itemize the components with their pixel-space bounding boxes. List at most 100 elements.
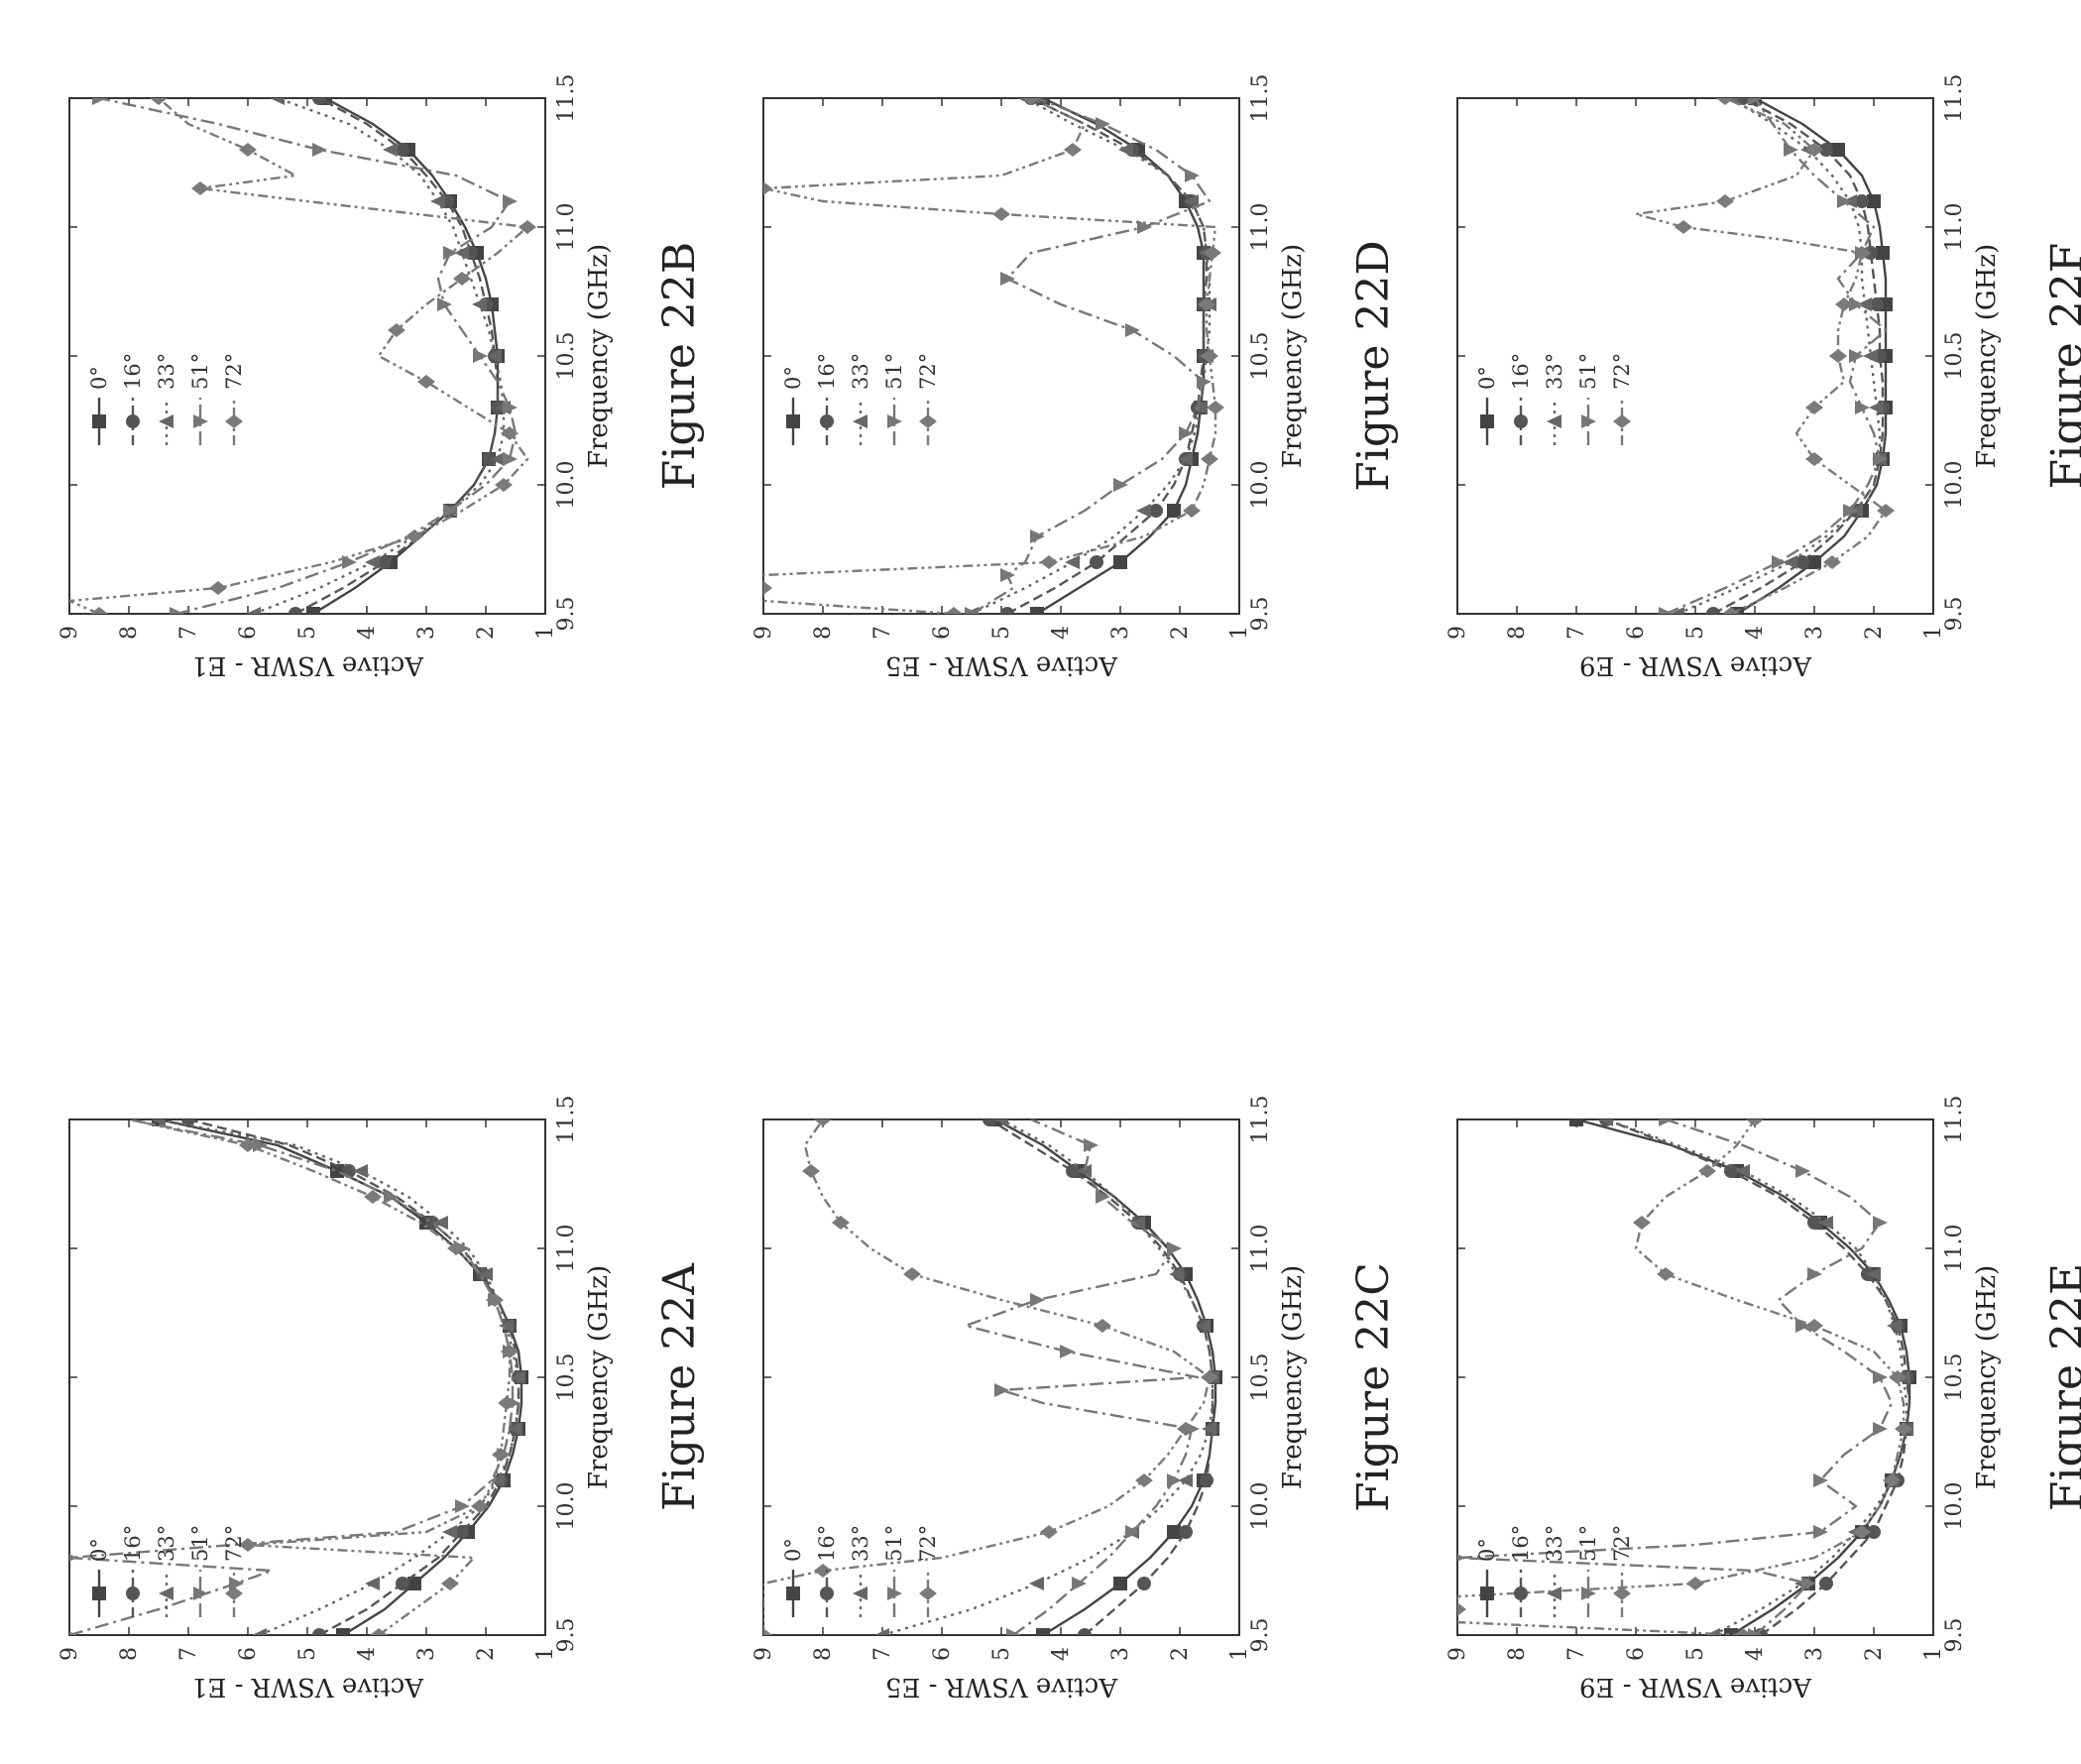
data-point (1736, 98, 1750, 105)
y-tick-label: 1 (533, 626, 558, 640)
panel-figure-22a: 9.5 10.0 10.5 11.0 11.5 1 2 3 4 5 6 7 8 9 Frequency (G… (40, 1070, 705, 1705)
data-point (1030, 607, 1044, 614)
data-point (1675, 220, 1692, 234)
y-axis-label: Active VSWR - E9 (1579, 650, 1812, 680)
x-tick-label: 9.5 (554, 1618, 579, 1653)
series-group (69, 1119, 528, 1635)
y-tick-label: 5 (1683, 626, 1708, 640)
legend-label: 0° (87, 1538, 111, 1562)
legend-label: 72° (222, 1525, 246, 1562)
legend-marker (1547, 1587, 1561, 1600)
data-point (1831, 143, 1845, 157)
data-point (1060, 1345, 1075, 1358)
y-tick-label: 4 (1049, 1647, 1074, 1661)
y-tick-label: 9 (58, 626, 82, 640)
data-point (1722, 607, 1740, 614)
data-point (417, 375, 435, 389)
data-point (1659, 1119, 1674, 1126)
data-point (1167, 1473, 1182, 1487)
data-point (814, 1564, 832, 1578)
data-point (487, 349, 502, 363)
y-tick-label: 8 (811, 1647, 836, 1661)
data-point (1748, 98, 1763, 105)
data-point (832, 1216, 850, 1230)
legend-label: 72° (916, 353, 940, 390)
x-axis-label: Frequency (GHz) (1972, 1265, 2002, 1489)
x-tick-label: 9.5 (1942, 1618, 1967, 1653)
data-point (903, 1267, 921, 1281)
legend-label: 51° (1576, 353, 1600, 390)
data-point (1598, 1119, 1613, 1126)
data-point (1835, 297, 1853, 311)
legend-marker (919, 414, 937, 428)
data-point (1716, 194, 1734, 208)
x-tick-label: 11.0 (554, 1225, 579, 1273)
x-tick-label: 10.5 (1248, 1353, 1273, 1402)
series-line-4 (763, 1119, 1212, 1635)
y-tick-label: 6 (930, 626, 955, 640)
legend-label: 0° (1475, 1538, 1499, 1562)
caption-22e: Figure 22E (2042, 1262, 2081, 1512)
data-point (370, 1628, 388, 1635)
data-point (1125, 323, 1140, 337)
chart-22f: 9.5 10.0 10.5 11.0 11.5 1 2 3 4 5 6 7 8 9 Frequency (G… (1445, 74, 2002, 680)
data-point (1569, 1119, 1583, 1126)
legend-marker (1514, 414, 1528, 428)
series-line-2 (1605, 1119, 1908, 1635)
data-point (1843, 504, 1858, 518)
caption-22f: Figure 22F (2042, 242, 2081, 490)
data-point (454, 246, 469, 260)
data-point (1873, 452, 1888, 466)
data-point (443, 246, 458, 260)
data-point (1457, 1602, 1466, 1616)
series-line-4 (69, 98, 529, 614)
data-point (1889, 1370, 1907, 1384)
x-axis-label: Frequency (GHz) (1278, 244, 1308, 468)
panel-figure-22b: 9.5 10.0 10.5 11.0 11.5 1 2 3 4 5 6 7 8 9 Frequency (G… (40, 49, 705, 683)
data-point (1818, 1216, 1833, 1230)
data-point (1805, 143, 1823, 157)
data-point (1849, 349, 1864, 363)
data-point (1040, 555, 1058, 569)
data-point (1149, 504, 1163, 518)
y-tick-label: 2 (474, 1647, 499, 1661)
y-tick-label: 7 (870, 1647, 895, 1661)
data-point (1849, 297, 1864, 311)
legend-marker (1547, 414, 1561, 428)
data-point (69, 1551, 77, 1565)
data-point (1072, 1577, 1087, 1590)
legend-label: 33° (1543, 353, 1566, 390)
legend-label: 51° (188, 1525, 212, 1562)
data-point (945, 607, 963, 614)
data-point (1686, 1577, 1704, 1590)
data-point (965, 607, 980, 614)
y-tick-label: 8 (1505, 1647, 1530, 1661)
data-point (498, 1396, 516, 1410)
legend-marker (225, 1587, 243, 1600)
data-point (1784, 143, 1798, 157)
data-point (388, 323, 405, 337)
legend-marker (159, 1587, 173, 1600)
legend-label: 51° (882, 1525, 906, 1562)
data-point (239, 1138, 257, 1152)
y-tick-label: 4 (1743, 626, 1768, 640)
y-tick-label: 6 (1624, 626, 1649, 640)
legend-marker (193, 414, 208, 428)
legend-marker (92, 1587, 106, 1600)
x-tick-label: 11.5 (554, 1096, 579, 1144)
data-point (1200, 1473, 1214, 1487)
data-point (437, 297, 452, 311)
y-tick-label: 3 (414, 626, 439, 640)
panel-figure-22d: 9.5 10.0 10.5 11.0 11.5 1 2 3 4 5 6 7 8 9 Frequency (G… (734, 49, 1399, 683)
data-point (1853, 246, 1871, 260)
data-point (478, 1267, 493, 1281)
data-point (1795, 1319, 1810, 1333)
legend-label: 0° (781, 1538, 805, 1562)
data-point (1196, 1319, 1211, 1333)
panel-figure-22f: 9.5 10.0 10.5 11.0 11.5 1 2 3 4 5 6 7 8 9 Frequency (G… (1428, 49, 2081, 683)
data-point (1819, 143, 1833, 157)
y-tick-label: 9 (58, 1647, 82, 1661)
legend-label: 72° (1610, 353, 1634, 390)
y-tick-label: 9 (1445, 1647, 1470, 1661)
y-tick-label: 8 (117, 1647, 142, 1661)
